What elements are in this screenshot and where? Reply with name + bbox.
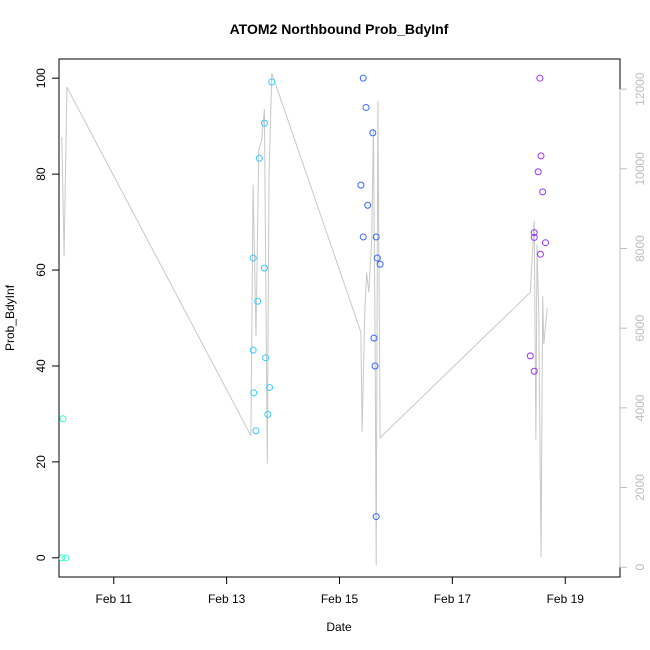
data-point (62, 554, 70, 562)
x-tick-label: Feb 19 (547, 592, 585, 606)
data-point (252, 427, 260, 435)
y2-tick-label: 0 (633, 564, 647, 571)
data-point (262, 354, 270, 362)
data-point (537, 152, 545, 160)
x-tick-label: Feb 11 (96, 592, 133, 606)
data-point (372, 233, 380, 241)
x-axis-label: Date (326, 620, 352, 634)
data-point (357, 181, 365, 189)
data-point (542, 239, 550, 247)
y-tick-label: 0 (34, 554, 48, 561)
data-point (536, 250, 544, 258)
y2-tick-label: 4000 (633, 394, 647, 421)
data-point (362, 103, 370, 111)
data-point (249, 254, 257, 262)
data-point (250, 389, 258, 397)
y-axis-label: Prob_BdyInf (3, 284, 17, 351)
data-point (260, 264, 268, 272)
y2-tick-label: 10000 (633, 152, 647, 186)
y-tick-label: 100 (34, 68, 48, 88)
x-tick-label: Feb 15 (321, 592, 359, 606)
x-tick-label: Feb 13 (208, 592, 246, 606)
data-point (526, 352, 534, 360)
y-tick-label: 20 (34, 455, 48, 469)
data-point (59, 415, 67, 423)
y2-tick-label: 12000 (633, 72, 647, 106)
y-tick-label: 60 (34, 263, 48, 277)
line-series-layer (61, 73, 548, 566)
y-axis: 0 20 40 60 80 100 (34, 68, 60, 561)
y-axis-right: 0 2000 4000 6000 8000 10000 12000 (619, 72, 647, 571)
data-point (530, 229, 538, 237)
y-tick-label: 80 (34, 167, 48, 181)
data-point (249, 346, 257, 354)
data-point (359, 233, 367, 241)
data-point (371, 362, 379, 370)
data-point (370, 334, 378, 342)
data-point (376, 260, 384, 268)
scatter-points-layer (58, 74, 550, 562)
data-point (254, 297, 262, 305)
y2-tick-label: 6000 (633, 315, 647, 342)
data-point (369, 129, 377, 137)
data-point (373, 254, 381, 262)
chart-title: ATOM2 Northbound Prob_BdyInf (230, 21, 449, 37)
data-point (530, 367, 538, 375)
series-line (61, 73, 548, 566)
y2-tick-label: 8000 (633, 235, 647, 262)
x-tick-label: Feb 17 (434, 592, 472, 606)
x-axis: Feb 11 Feb 13 Feb 15 Feb 17 Feb 19 (96, 576, 585, 606)
y-tick-label: 40 (34, 359, 48, 373)
data-point (266, 384, 274, 392)
data-point (534, 168, 542, 176)
data-point (364, 201, 372, 209)
data-point (255, 154, 263, 162)
data-point (536, 74, 544, 82)
data-point (264, 410, 272, 418)
data-point (539, 188, 547, 196)
data-point (359, 74, 367, 82)
data-point (268, 78, 276, 86)
data-point (530, 233, 538, 241)
data-point (260, 119, 268, 127)
data-point (372, 513, 380, 521)
y2-tick-label: 2000 (633, 474, 647, 501)
